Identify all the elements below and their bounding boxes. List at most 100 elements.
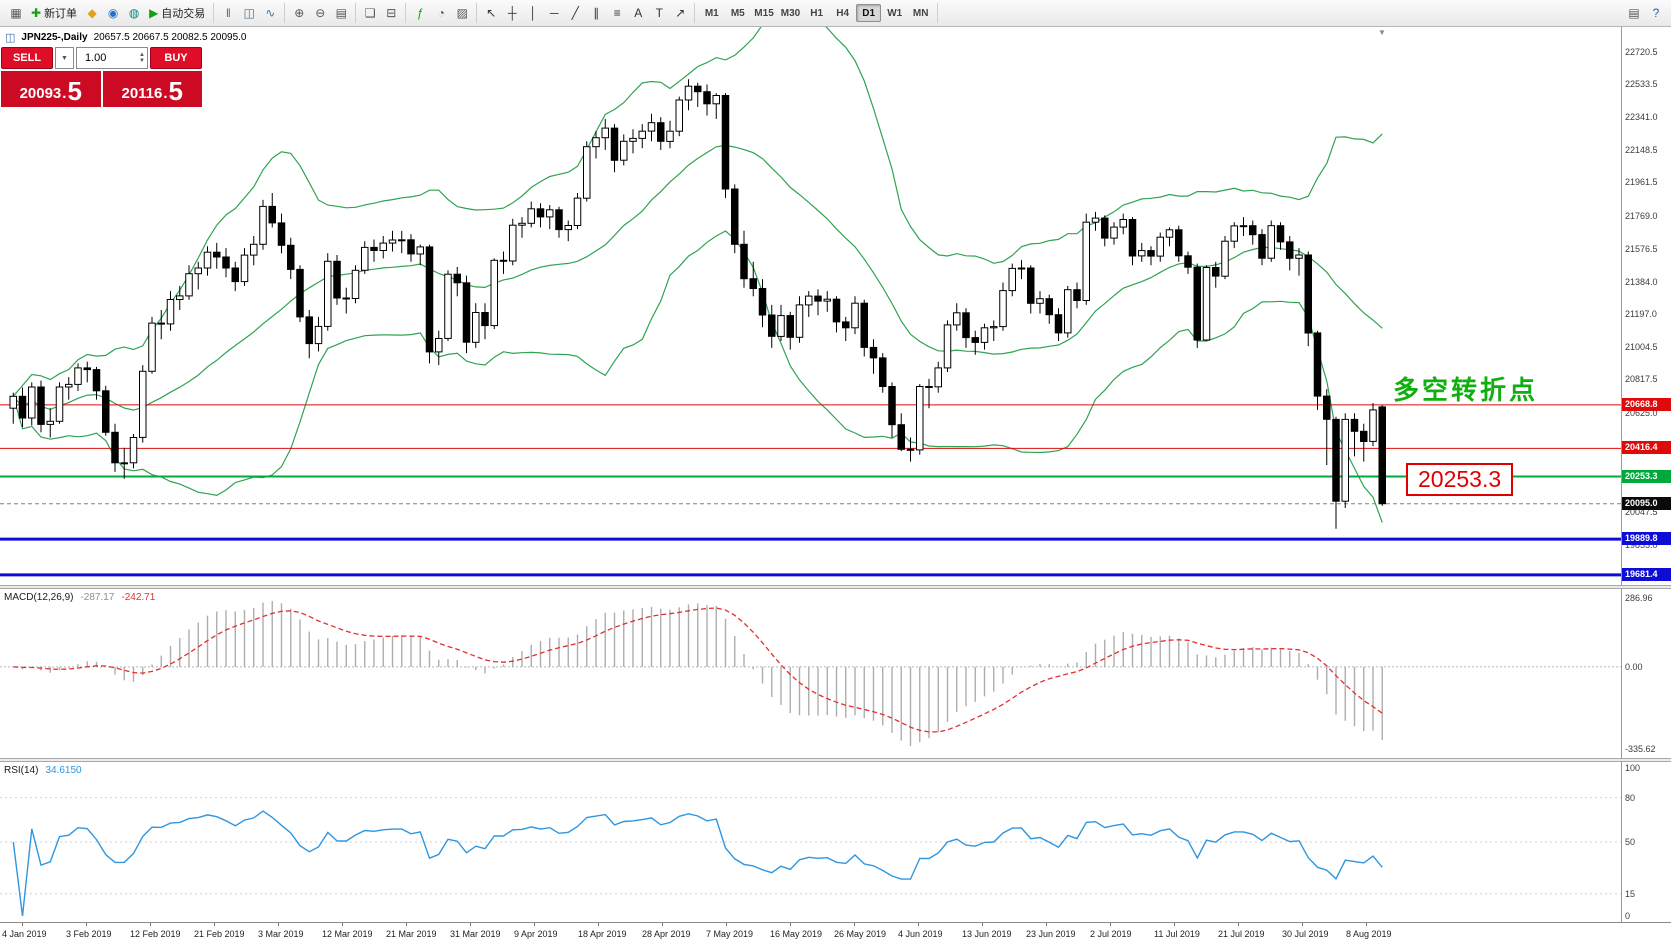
channel-icon[interactable]: ∥ <box>593 6 600 20</box>
timeframe-m15-button[interactable]: M15 <box>754 7 774 19</box>
trade-price-tiles: 20093. 5 20116. 5 <box>1 71 202 107</box>
timeframe-m5-button[interactable]: M5 <box>730 7 745 19</box>
panel-splitter[interactable] <box>0 758 1671 762</box>
indicators-button[interactable]: ƒ <box>416 6 424 20</box>
time-axis-label: 12 Feb 2019 <box>130 929 181 939</box>
time-axis-label: 3 Mar 2019 <box>258 929 304 939</box>
time-axis-label: 4 Jun 2019 <box>898 929 943 939</box>
buy-button[interactable]: BUY <box>150 47 202 69</box>
time-axis-tick <box>278 923 279 926</box>
timeframe-m1-button[interactable]: M1 <box>704 7 719 19</box>
zoom-in-icon[interactable]: ⊕ <box>294 6 305 20</box>
new-order-button[interactable]: ✚ 新订单 <box>31 6 78 20</box>
trendline-icon[interactable]: ╱ <box>571 6 579 20</box>
chart-icon: ◫ <box>5 32 16 44</box>
time-axis-tick <box>1302 923 1303 926</box>
time-axis-label: 18 Apr 2019 <box>578 929 627 939</box>
crosshair-icon[interactable]: ┼ <box>508 6 517 20</box>
sell-button[interactable]: SELL <box>1 47 53 69</box>
time-axis-tick <box>214 923 215 926</box>
time-axis-tick <box>854 923 855 926</box>
timeframe-mn-button[interactable]: MN <box>912 7 929 19</box>
price-level-annotation[interactable]: 20253.3 <box>1406 463 1514 496</box>
spin-down-icon: ▼ <box>139 58 145 64</box>
price-axis[interactable]: 22720.5 22533.5 22341.0 22148.5 21961.5 21769… <box>1621 27 1671 922</box>
time-axis-label: 23 Jun 2019 <box>1026 929 1076 939</box>
toolbar-right-group: ▤? <box>1624 3 1669 23</box>
time-axis-label: 11 Jul 2019 <box>1154 929 1200 939</box>
line-chart-icon[interactable]: ∿ <box>265 6 276 20</box>
cascade-windows-icon[interactable]: ❏ <box>364 6 376 20</box>
new-chart-button[interactable]: ▦ <box>10 6 22 20</box>
help-button[interactable]: ? <box>1652 6 1660 20</box>
rsi-panel[interactable] <box>0 762 1621 922</box>
buy-price-tile[interactable]: 20116. 5 <box>102 71 202 107</box>
community-icon[interactable]: ◉ <box>107 6 119 20</box>
price-axis-label: 21384.0 <box>1625 276 1658 287</box>
timeframe-m30-button[interactable]: M30 <box>780 7 801 19</box>
price-axis-label: 20625.0 <box>1625 407 1658 418</box>
text-icon[interactable]: A <box>634 6 643 20</box>
rsi-scale-label: 80 <box>1625 792 1636 803</box>
tile-windows-icon[interactable]: ▤ <box>335 6 347 20</box>
turning-point-annotation[interactable]: 多空转折点 <box>1393 375 1539 405</box>
fibonacci-icon[interactable]: ≡ <box>613 6 621 20</box>
timeframe-w1-button[interactable]: W1 <box>887 7 903 19</box>
time-axis-tick <box>86 923 87 926</box>
time-axis-label: 4 Jan 2019 <box>2 929 47 939</box>
rsi-scale-label: 15 <box>1625 888 1636 899</box>
time-axis-label: 31 Mar 2019 <box>450 929 501 939</box>
bar-chart-icon[interactable]: ‖ <box>225 6 231 20</box>
sell-price-tile[interactable]: 20093. 5 <box>1 71 101 107</box>
sell-price-main: 20093 <box>19 85 62 102</box>
volume-input[interactable]: 1.00 ▲ ▼ <box>76 47 148 69</box>
volume-value: 1.00 <box>85 52 107 64</box>
period-button[interactable]: ◔ <box>437 6 445 20</box>
time-axis-label: 3 Feb 2019 <box>66 929 112 939</box>
time-axis-tick <box>726 923 727 926</box>
autotrading-button[interactable]: ▶ 自动交易 <box>149 6 206 20</box>
macd-scale-label: -335.62 <box>1625 744 1656 754</box>
time-axis-tick <box>150 923 151 926</box>
time-axis-label: 21 Feb 2019 <box>194 929 245 939</box>
ohlc-values: 20657.5 20667.5 20082.5 20095.0 <box>93 32 247 43</box>
price-axis-label: 22533.5 <box>1625 78 1658 89</box>
panel-splitter[interactable] <box>0 585 1671 589</box>
support-icon[interactable]: ◍ <box>128 6 140 20</box>
tile-horizontal-icon[interactable]: ⊟ <box>386 6 397 20</box>
time-axis-label: 2 Jul 2019 <box>1090 929 1132 939</box>
time-axis-label: 30 Jul 2019 <box>1282 929 1329 939</box>
main-chart-panel[interactable] <box>0 27 1621 585</box>
horizontal-line-icon[interactable]: ─ <box>550 6 559 20</box>
trade-controls-row: SELL ▼ 1.00 ▲ ▼ BUY <box>1 47 202 69</box>
volume-dropdown[interactable]: ▼ <box>55 47 74 69</box>
macd-main-value: -287.17 <box>80 592 115 603</box>
buy-price-pip: 5 <box>168 76 184 106</box>
label-icon[interactable]: T <box>655 6 663 20</box>
timeframe-d1-button[interactable]: D1 <box>856 4 882 22</box>
chart-shift-marker[interactable]: ▼ <box>1378 28 1386 37</box>
timeframe-h1-button[interactable]: H1 <box>810 7 824 19</box>
cursor-icon[interactable]: ↖ <box>486 6 497 20</box>
rsi-scale-label: 100 <box>1625 763 1641 773</box>
candlestick-chart-icon[interactable]: ◫ <box>243 6 255 20</box>
template-button[interactable]: ▨ <box>456 6 468 20</box>
rsi-scale-label: 0 <box>1625 911 1631 921</box>
chevron-down-icon: ▼ <box>61 54 68 62</box>
macd-title: MACD(12,26,9) <box>4 592 74 603</box>
zoom-out-icon[interactable]: ⊖ <box>315 6 326 20</box>
price-axis-label: 21769.0 <box>1625 210 1658 221</box>
volume-spinner[interactable]: ▲ ▼ <box>139 52 145 64</box>
print-icon[interactable]: ▤ <box>1628 6 1640 20</box>
rsi-indicator-label: RSI(14) 34.6150 <box>4 765 82 776</box>
shapes-icon[interactable]: ↗ <box>675 6 686 20</box>
time-axis-tick <box>1238 923 1239 926</box>
macd-panel[interactable] <box>0 589 1621 758</box>
mql5-market-icon[interactable]: ◆ <box>87 6 97 20</box>
time-axis[interactable]: 4 Jan 2019 3 Feb 2019 12 Feb 2019 21 Feb 20… <box>0 922 1671 946</box>
vertical-line-icon[interactable]: │ <box>529 6 538 20</box>
time-axis-label: 21 Mar 2019 <box>386 929 437 939</box>
rsi-value: 34.6150 <box>45 765 82 776</box>
timeframe-h4-button[interactable]: H4 <box>836 7 850 19</box>
